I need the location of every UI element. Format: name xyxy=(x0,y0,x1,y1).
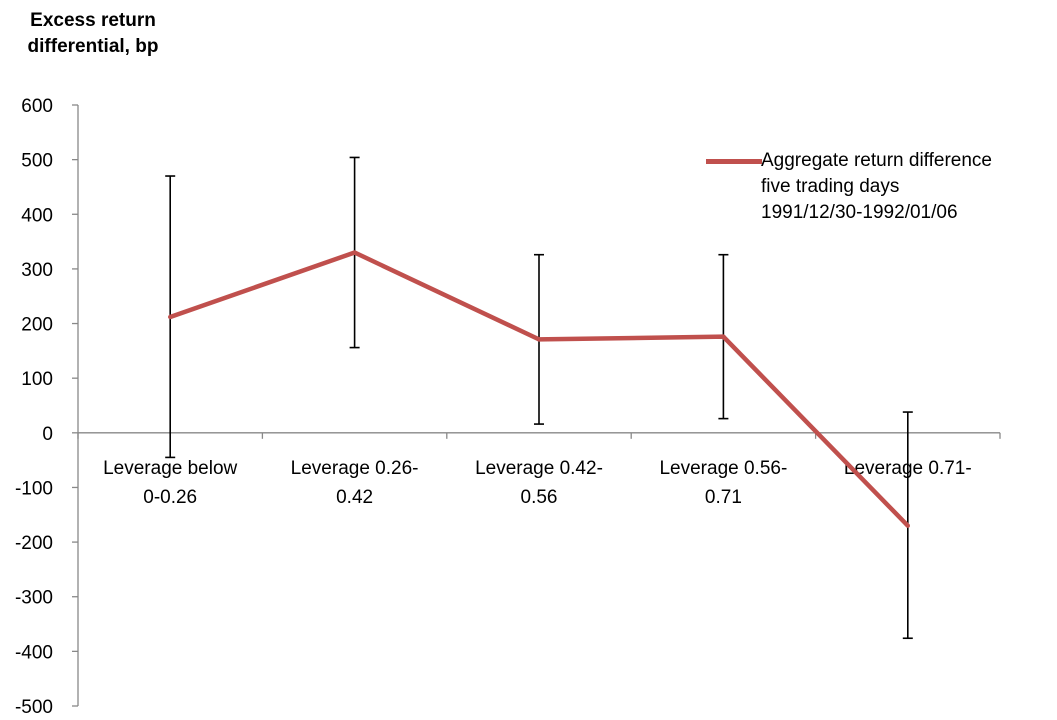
x-tick-label: Leverage below xyxy=(103,458,237,479)
y-tick-label: 400 xyxy=(21,205,53,226)
data-point xyxy=(905,523,910,528)
data-point xyxy=(168,314,173,320)
y-tick-label: 500 xyxy=(21,151,53,172)
y-tick-label: 600 xyxy=(21,96,53,117)
legend-label-line: five trading days xyxy=(761,176,900,197)
x-tick-label: Leverage 0.26- xyxy=(291,458,419,479)
y-tick-label: 300 xyxy=(21,260,53,281)
x-tick-label: 0.71 xyxy=(705,487,742,508)
y-tick-label: -500 xyxy=(15,697,53,718)
axes xyxy=(72,104,1001,707)
y-axis-label-line: differential, bp xyxy=(27,36,159,57)
y-tick-label: 0 xyxy=(42,424,53,445)
data-point xyxy=(536,337,542,342)
data-point xyxy=(352,250,357,255)
legend-label-line: Aggregate return difference xyxy=(761,150,992,171)
data-point xyxy=(721,334,726,339)
error-bars xyxy=(165,156,913,640)
y-tick-label: -200 xyxy=(15,533,53,554)
x-tick-label: 0.42 xyxy=(336,487,373,508)
x-tick-label: 0.56 xyxy=(521,487,558,508)
y-tick-label: 100 xyxy=(21,369,53,390)
y-tick-labels: 600 500 400 300 200 100 0 -100 -200 -300 -400 -500 xyxy=(15,96,53,718)
legend-swatch xyxy=(706,159,762,164)
x-tick-label: Leverage 0.42- xyxy=(475,458,603,479)
legend-label-line: 1991/12/30-1992/01/06 xyxy=(761,202,958,223)
y-tick-label: 200 xyxy=(21,315,53,336)
y-tick-label: -100 xyxy=(15,478,53,499)
y-tick-label: -300 xyxy=(15,588,53,609)
x-tick-labels: Leverage below 0-0.26 Leverage 0.26- 0.42 Le… xyxy=(103,458,972,508)
x-tick-label: 0-0.26 xyxy=(143,487,197,508)
series-lines xyxy=(168,250,910,528)
y-axis-label: Excess return differential, bp xyxy=(8,8,178,60)
legend: Aggregate return difference five trading… xyxy=(761,148,1057,226)
y-tick-label: -400 xyxy=(15,642,53,663)
x-tick-label: Leverage 0.56- xyxy=(659,458,787,479)
y-axis-label-line: Excess return xyxy=(30,10,156,31)
